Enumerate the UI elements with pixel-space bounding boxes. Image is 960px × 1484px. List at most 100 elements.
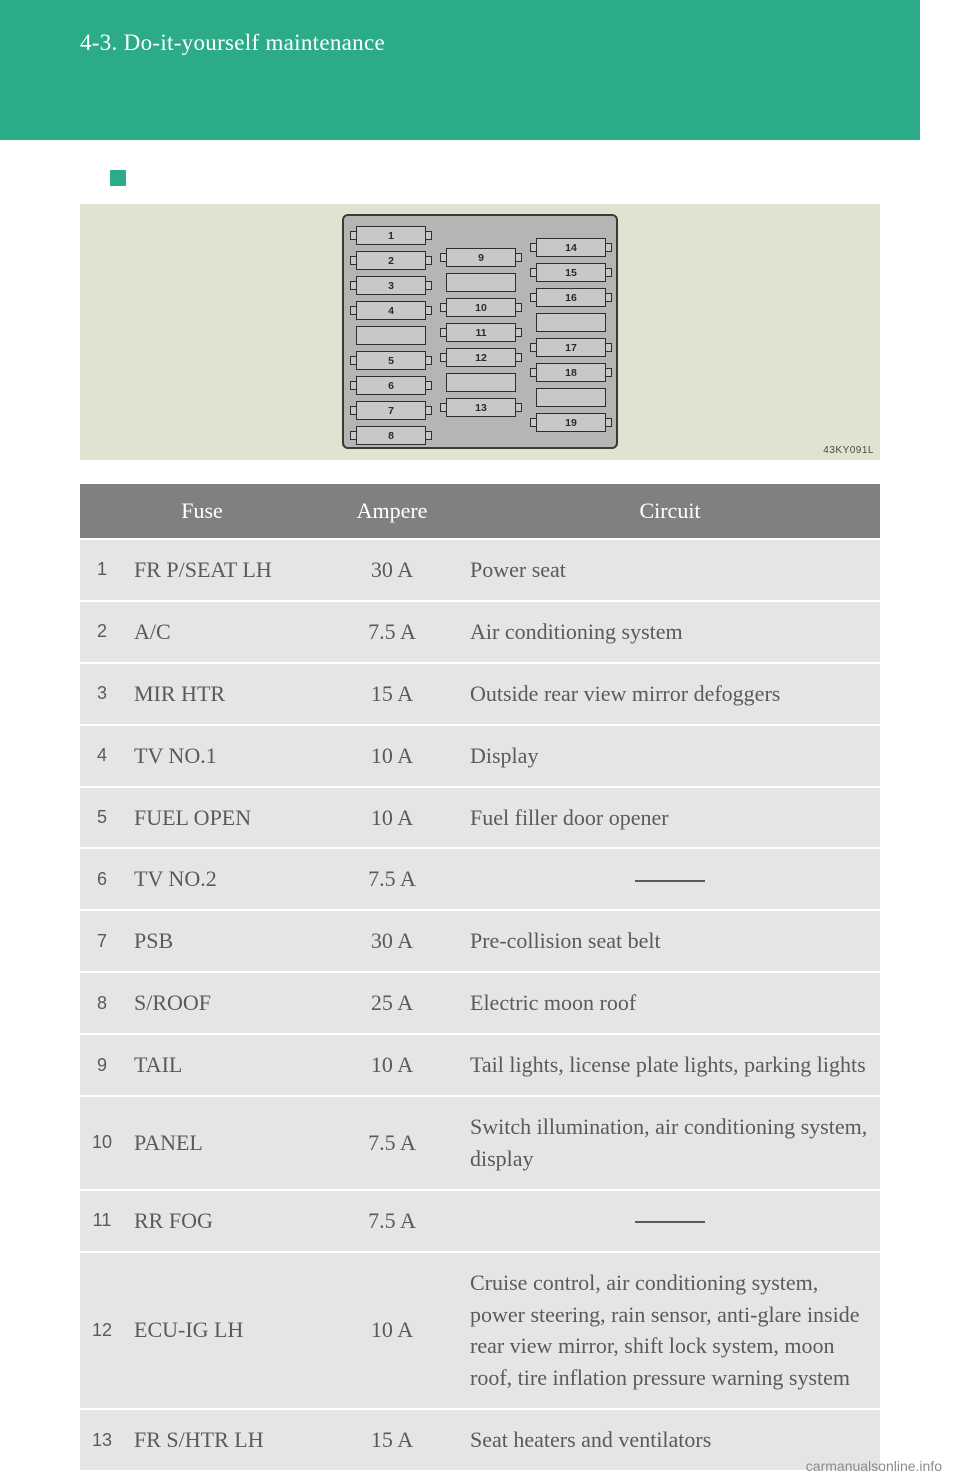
row-number: 11: [80, 1190, 124, 1252]
row-number: 5: [80, 787, 124, 849]
section-label: 4-3. Do-it-yourself maintenance: [80, 30, 385, 55]
circuit-desc: Pre-collision seat belt: [460, 910, 880, 972]
table-row: 6TV NO.27.5 A: [80, 848, 880, 910]
fuse-name: A/C: [124, 601, 324, 663]
table-row: 12ECU-IG LH10 ACruise control, air condi…: [80, 1252, 880, 1410]
fuse-slot-19: 19: [536, 413, 606, 432]
table-row: 8S/ROOF25 AElectric moon roof: [80, 972, 880, 1034]
fuse-slot-blank: [536, 313, 606, 332]
row-number: 10: [80, 1096, 124, 1190]
fuse-name: RR FOG: [124, 1190, 324, 1252]
bullet-square-icon: [110, 170, 126, 186]
fuse-table: Fuse Ampere Circuit 1FR P/SEAT LH30 APow…: [80, 484, 880, 1470]
ampere-value: 7.5 A: [324, 601, 460, 663]
circuit-desc: [460, 848, 880, 910]
subsection-heading: [110, 170, 880, 186]
row-number: 1: [80, 539, 124, 601]
table-header-row: Fuse Ampere Circuit: [80, 484, 880, 539]
table-row: 13FR S/HTR LH15 ASeat heaters and ventil…: [80, 1409, 880, 1470]
fuse-name: FR S/HTR LH: [124, 1409, 324, 1470]
ampere-value: 30 A: [324, 539, 460, 601]
ampere-value: 7.5 A: [324, 1096, 460, 1190]
circuit-desc: [460, 1190, 880, 1252]
fuse-slot-4: 4: [356, 301, 426, 320]
fuse-slot-7: 7: [356, 401, 426, 420]
ampere-value: 30 A: [324, 910, 460, 972]
fuse-slot-13: 13: [446, 398, 516, 417]
fuse-name: PANEL: [124, 1096, 324, 1190]
fuse-slot-6: 6: [356, 376, 426, 395]
circuit-desc: Fuel filler door opener: [460, 787, 880, 849]
watermark: carmanualsonline.info: [806, 1458, 942, 1474]
fuse-name: FUEL OPEN: [124, 787, 324, 849]
circuit-desc: Outside rear view mirror defoggers: [460, 663, 880, 725]
fuse-slot-2: 2: [356, 251, 426, 270]
ampere-value: 10 A: [324, 725, 460, 787]
ampere-value: 7.5 A: [324, 848, 460, 910]
fuse-slot-15: 15: [536, 263, 606, 282]
fuse-slot-9: 9: [446, 248, 516, 267]
fuse-column-right: 14 15 16 17 18 19: [536, 238, 606, 432]
fuse-slot-14: 14: [536, 238, 606, 257]
table-row: 10PANEL7.5 ASwitch illumination, air con…: [80, 1096, 880, 1190]
circuit-desc: Tail lights, license plate lights, parki…: [460, 1034, 880, 1096]
circuit-desc: Switch illumination, air conditioning sy…: [460, 1096, 880, 1190]
page-content: 12345678 910111213 141516171819 43KY091L…: [0, 140, 960, 1470]
table-row: 5FUEL OPEN10 AFuel filler door opener: [80, 787, 880, 849]
fuse-column-left: 1 2 3 4 5 6 7 8: [356, 226, 426, 445]
row-number: 3: [80, 663, 124, 725]
fuse-slot-blank: [356, 326, 426, 345]
ampere-value: 10 A: [324, 1034, 460, 1096]
ampere-value: 25 A: [324, 972, 460, 1034]
section-header: 4-3. Do-it-yourself maintenance: [0, 0, 920, 140]
fuse-slot-18: 18: [536, 363, 606, 382]
fuse-name: TV NO.1: [124, 725, 324, 787]
row-number: 8: [80, 972, 124, 1034]
table-row: 2A/C7.5 AAir conditioning system: [80, 601, 880, 663]
ampere-value: 10 A: [324, 787, 460, 849]
fuse-name: FR P/SEAT LH: [124, 539, 324, 601]
fuse-slot-blank: [446, 273, 516, 292]
fusebox-panel: 12345678 910111213 141516171819: [342, 214, 618, 449]
fuse-slot-17: 17: [536, 338, 606, 357]
fuse-slot-3: 3: [356, 276, 426, 295]
table-row: 11RR FOG7.5 A: [80, 1190, 880, 1252]
circuit-desc: Display: [460, 725, 880, 787]
fuse-slot-1: 1: [356, 226, 426, 245]
ampere-value: 7.5 A: [324, 1190, 460, 1252]
header-circuit: Circuit: [460, 484, 880, 539]
dash-icon: [635, 1221, 705, 1223]
table-body: 1FR P/SEAT LH30 APower seat2A/C7.5 AAir …: [80, 539, 880, 1470]
fuse-slot-10: 10: [446, 298, 516, 317]
dash-icon: [635, 880, 705, 882]
fuse-name: ECU-IG LH: [124, 1252, 324, 1410]
fuse-slot-8: 8: [356, 426, 426, 445]
row-number: 4: [80, 725, 124, 787]
fuse-name: S/ROOF: [124, 972, 324, 1034]
fuse-slot-blank: [536, 388, 606, 407]
header-fuse: Fuse: [80, 484, 324, 539]
circuit-desc: Electric moon roof: [460, 972, 880, 1034]
row-number: 12: [80, 1252, 124, 1410]
row-number: 2: [80, 601, 124, 663]
table-row: 3MIR HTR15 AOutside rear view mirror def…: [80, 663, 880, 725]
header-ampere: Ampere: [324, 484, 460, 539]
row-number: 13: [80, 1409, 124, 1470]
fuse-slot-5: 5: [356, 351, 426, 370]
table-row: 9TAIL10 ATail lights, license plate ligh…: [80, 1034, 880, 1096]
fuse-name: MIR HTR: [124, 663, 324, 725]
fuse-slot-16: 16: [536, 288, 606, 307]
fuse-name: TAIL: [124, 1034, 324, 1096]
fuse-name: TV NO.2: [124, 848, 324, 910]
fuse-slot-12: 12: [446, 348, 516, 367]
table-row: 1FR P/SEAT LH30 APower seat: [80, 539, 880, 601]
fusebox-diagram: 12345678 910111213 141516171819 43KY091L: [80, 204, 880, 460]
row-number: 9: [80, 1034, 124, 1096]
circuit-desc: Power seat: [460, 539, 880, 601]
table-row: 4TV NO.110 ADisplay: [80, 725, 880, 787]
fuse-slot-11: 11: [446, 323, 516, 342]
row-number: 6: [80, 848, 124, 910]
diagram-code: 43KY091L: [823, 445, 874, 456]
ampere-value: 15 A: [324, 663, 460, 725]
ampere-value: 10 A: [324, 1252, 460, 1410]
